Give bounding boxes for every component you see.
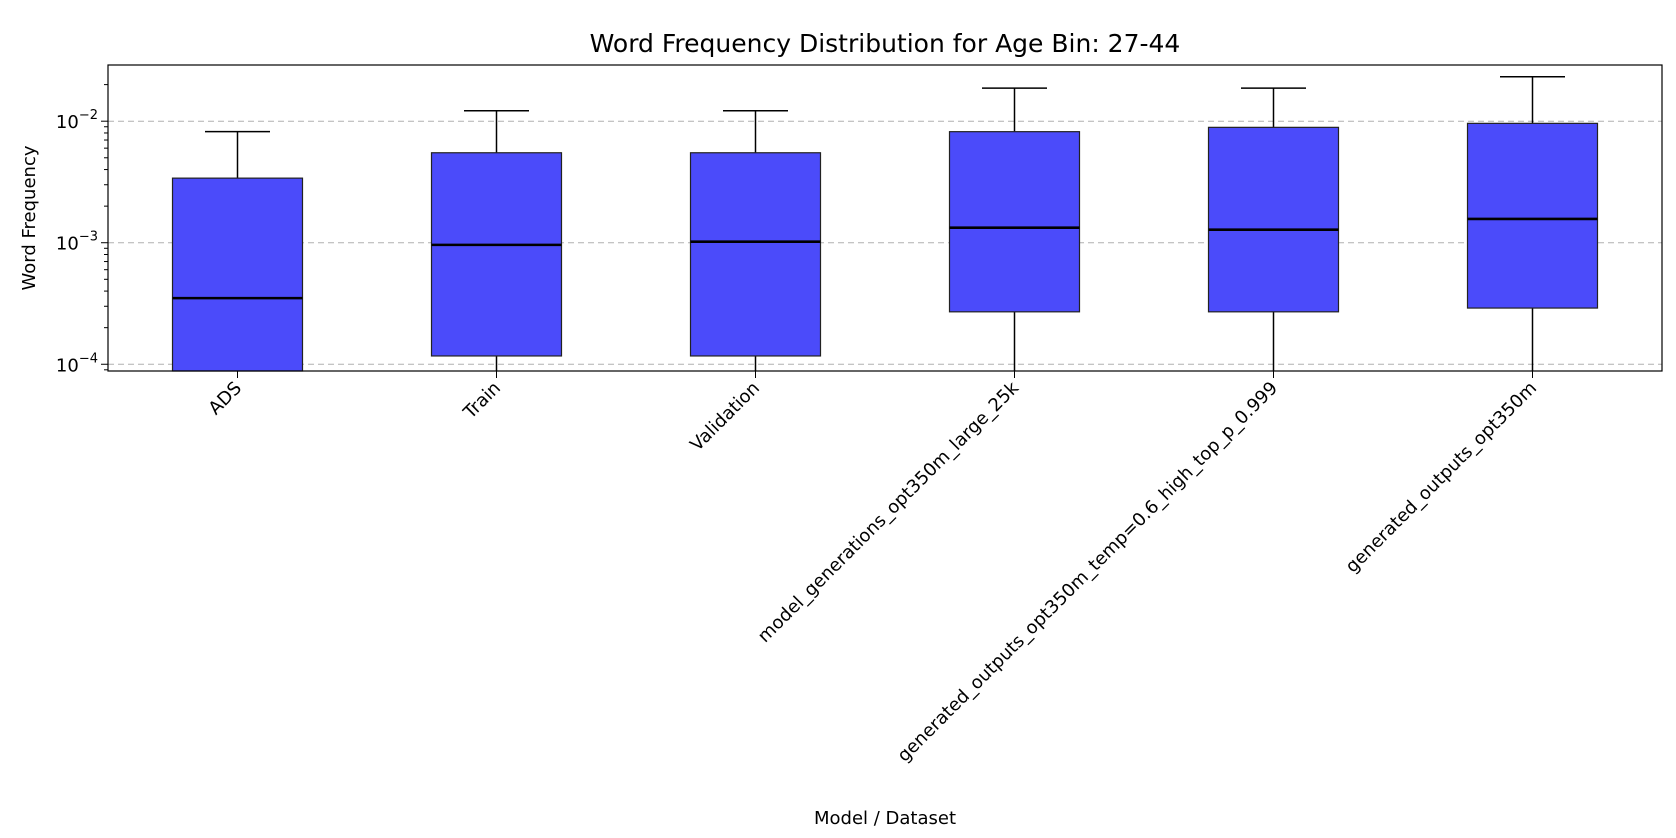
iqr-box xyxy=(171,177,304,372)
box-2 xyxy=(430,109,563,371)
x-tick-label: model_generations_opt350m_large_25k xyxy=(754,377,1024,647)
iqr-box xyxy=(948,131,1081,313)
x-tick-label: ADS xyxy=(205,378,246,419)
x-tick-label: generated_outputs_opt350m xyxy=(1342,378,1541,577)
y-tick-label: 10−2 xyxy=(56,108,98,133)
iqr-box xyxy=(1207,126,1340,313)
iqr-box xyxy=(430,152,563,357)
box-6 xyxy=(1466,76,1599,371)
box-4 xyxy=(948,87,1081,371)
box-3 xyxy=(689,109,822,371)
plot-frame xyxy=(107,64,1663,372)
x-tick-label: Train xyxy=(459,378,505,424)
y-axis: 10−4 10−3 10−2 xyxy=(56,84,108,376)
grid-lines xyxy=(108,120,1662,365)
y-tick-label: 10−3 xyxy=(56,230,98,255)
iqr-box xyxy=(689,152,822,357)
x-axis-label: Model / Dataset xyxy=(814,808,956,829)
x-axis: ADS Train Validationmodel_generations_opt3… xyxy=(205,371,1541,766)
y-tick-label: 10−4 xyxy=(56,351,98,376)
box-plot-series xyxy=(171,76,1599,372)
iqr-box xyxy=(1466,122,1599,309)
box-5 xyxy=(1207,87,1340,371)
chart-title: Word Frequency Distribution for Age Bin:… xyxy=(590,29,1181,58)
y-axis-label: Word Frequency xyxy=(19,145,40,290)
x-tick-label: Validation xyxy=(686,378,764,456)
box-1 xyxy=(171,130,304,372)
